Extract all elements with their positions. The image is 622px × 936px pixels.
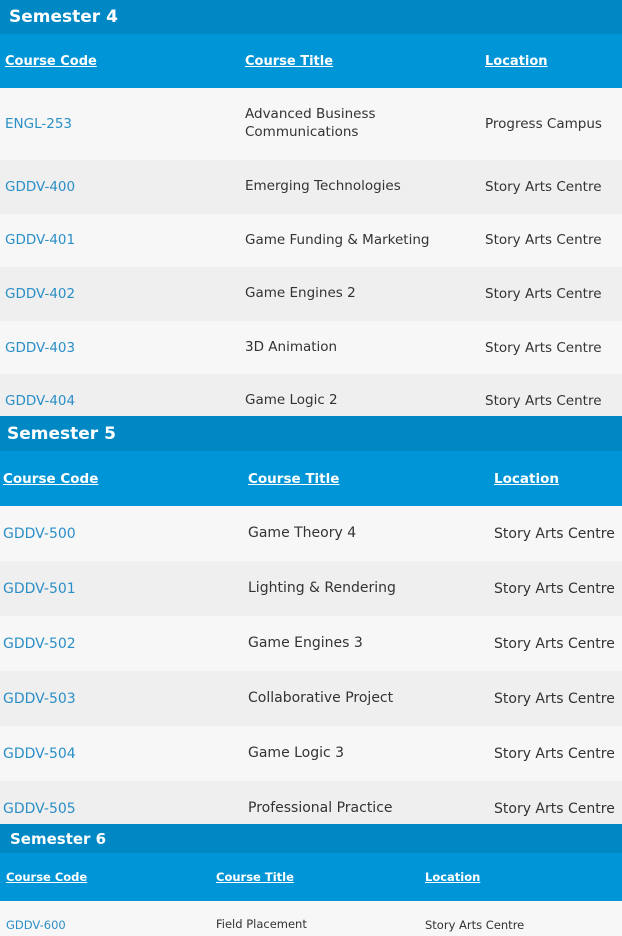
course-location: Story Arts Centre bbox=[494, 580, 615, 597]
table-row: GDDV-504 Game Logic 3 Story Arts Centre bbox=[0, 726, 622, 781]
table-row: ENGL-253 Advanced Business Communication… bbox=[0, 88, 622, 160]
course-title: Professional Practice bbox=[248, 800, 393, 817]
course-code-link[interactable]: GDDV-505 bbox=[3, 800, 76, 817]
location-header-link[interactable]: Location bbox=[494, 470, 559, 487]
table-row: GDDV-400 Emerging Technologies Story Art… bbox=[0, 160, 622, 214]
location-header-link[interactable]: Location bbox=[425, 870, 481, 884]
course-location: Progress Campus bbox=[485, 116, 602, 132]
location-header-link[interactable]: Location bbox=[485, 53, 548, 69]
course-location: Story Arts Centre bbox=[494, 745, 615, 762]
table-row: GDDV-501 Lighting & Rendering Story Arts… bbox=[0, 561, 622, 616]
course-code-link[interactable]: GDDV-600 bbox=[6, 917, 66, 932]
course-title: Advanced Business Communications bbox=[245, 106, 376, 140]
table-row: GDDV-401 Game Funding & Marketing Story … bbox=[0, 213, 622, 268]
course-title: Game Funding & Marketing bbox=[245, 231, 430, 248]
course-title: Field Placement bbox=[216, 917, 307, 932]
course-code-link[interactable]: GDDV-504 bbox=[3, 745, 76, 762]
course-location: Story Arts Centre bbox=[485, 393, 602, 410]
course-title-header-link[interactable]: Course Title bbox=[245, 53, 334, 69]
course-title: Game Engines 2 bbox=[245, 285, 356, 302]
course-code-link[interactable]: GDDV-500 bbox=[3, 525, 76, 542]
table-row: GDDV-402 Game Engines 2 Story Arts Centr… bbox=[0, 267, 622, 321]
table-row: GDDV-500 Game Theory 4 Story Arts Centre bbox=[0, 506, 622, 561]
table-row: GDDV-505 Professional Practice Story Art… bbox=[0, 781, 622, 824]
course-title: Game Logic 3 bbox=[248, 745, 345, 762]
course-code-link[interactable]: GDDV-501 bbox=[3, 580, 76, 597]
course-location: Story Arts Centre bbox=[494, 800, 615, 817]
course-title: Lighting & Rendering bbox=[248, 580, 396, 597]
course-title: 3D Animation bbox=[245, 338, 338, 355]
table-row: GDDV-600 Field Placement Story Arts Cent… bbox=[0, 901, 622, 936]
course-code-link[interactable]: GDDV-502 bbox=[3, 635, 76, 652]
course-list: GDDV-600 Field Placement Story Arts Cent… bbox=[0, 901, 622, 936]
table-row: GDDV-404 Game Logic 2 Story Arts Centre bbox=[0, 374, 622, 416]
course-title-header-link[interactable]: Course Title bbox=[248, 470, 340, 487]
course-title: Collaborative Project bbox=[248, 690, 394, 707]
course-location: Story Arts Centre bbox=[494, 525, 615, 542]
course-code-link[interactable]: ENGL-253 bbox=[5, 116, 73, 132]
course-location: Story Arts Centre bbox=[485, 285, 602, 302]
course-title: Game Engines 3 bbox=[248, 635, 363, 652]
column-header-row: Course Code Course Title Location bbox=[0, 451, 622, 506]
course-code-link[interactable]: GDDV-403 bbox=[5, 339, 76, 356]
course-location: Story Arts Centre bbox=[485, 178, 602, 195]
table-row: GDDV-502 Game Engines 3 Story Arts Centr… bbox=[0, 616, 622, 671]
course-code-header-link[interactable]: Course Code bbox=[3, 470, 99, 487]
semester-title: Semester 6 bbox=[0, 824, 622, 853]
course-list: ENGL-253 Advanced Business Communication… bbox=[0, 88, 622, 416]
semester-4-section: Semester 4 Course Code Course Title Loca… bbox=[0, 0, 622, 416]
course-code-link[interactable]: GDDV-503 bbox=[3, 690, 76, 707]
course-code-header-link[interactable]: Course Code bbox=[6, 870, 88, 884]
course-title-header-link[interactable]: Course Title bbox=[216, 870, 294, 884]
semester-title: Semester 5 bbox=[0, 416, 622, 451]
course-title: Game Logic 2 bbox=[245, 392, 338, 409]
course-code-link[interactable]: GDDV-400 bbox=[5, 178, 76, 195]
course-code-header-link[interactable]: Course Code bbox=[5, 53, 97, 69]
course-title: Emerging Technologies bbox=[245, 178, 401, 195]
semester-5-section: Semester 5 Course Code Course Title Loca… bbox=[0, 416, 622, 824]
course-location: Story Arts Centre bbox=[425, 917, 525, 932]
column-header-row: Course Code Course Title Location bbox=[0, 853, 622, 901]
course-location: Story Arts Centre bbox=[494, 690, 615, 707]
course-code-link[interactable]: GDDV-402 bbox=[5, 285, 76, 302]
semester-title: Semester 4 bbox=[0, 0, 622, 34]
course-title: Game Theory 4 bbox=[248, 525, 357, 542]
table-row: GDDV-403 3D Animation Story Arts Centre bbox=[0, 320, 622, 375]
course-location: Story Arts Centre bbox=[485, 339, 602, 356]
course-list: GDDV-500 Game Theory 4 Story Arts Centre… bbox=[0, 506, 622, 824]
course-location: Story Arts Centre bbox=[494, 635, 615, 652]
course-code-link[interactable]: GDDV-401 bbox=[5, 232, 76, 249]
course-location: Story Arts Centre bbox=[485, 232, 602, 249]
column-header-row: Course Code Course Title Location bbox=[0, 34, 622, 88]
course-code-link[interactable]: GDDV-404 bbox=[5, 393, 76, 410]
semester-6-section: Semester 6 Course Code Course Title Loca… bbox=[0, 824, 622, 936]
table-row: GDDV-503 Collaborative Project Story Art… bbox=[0, 671, 622, 726]
